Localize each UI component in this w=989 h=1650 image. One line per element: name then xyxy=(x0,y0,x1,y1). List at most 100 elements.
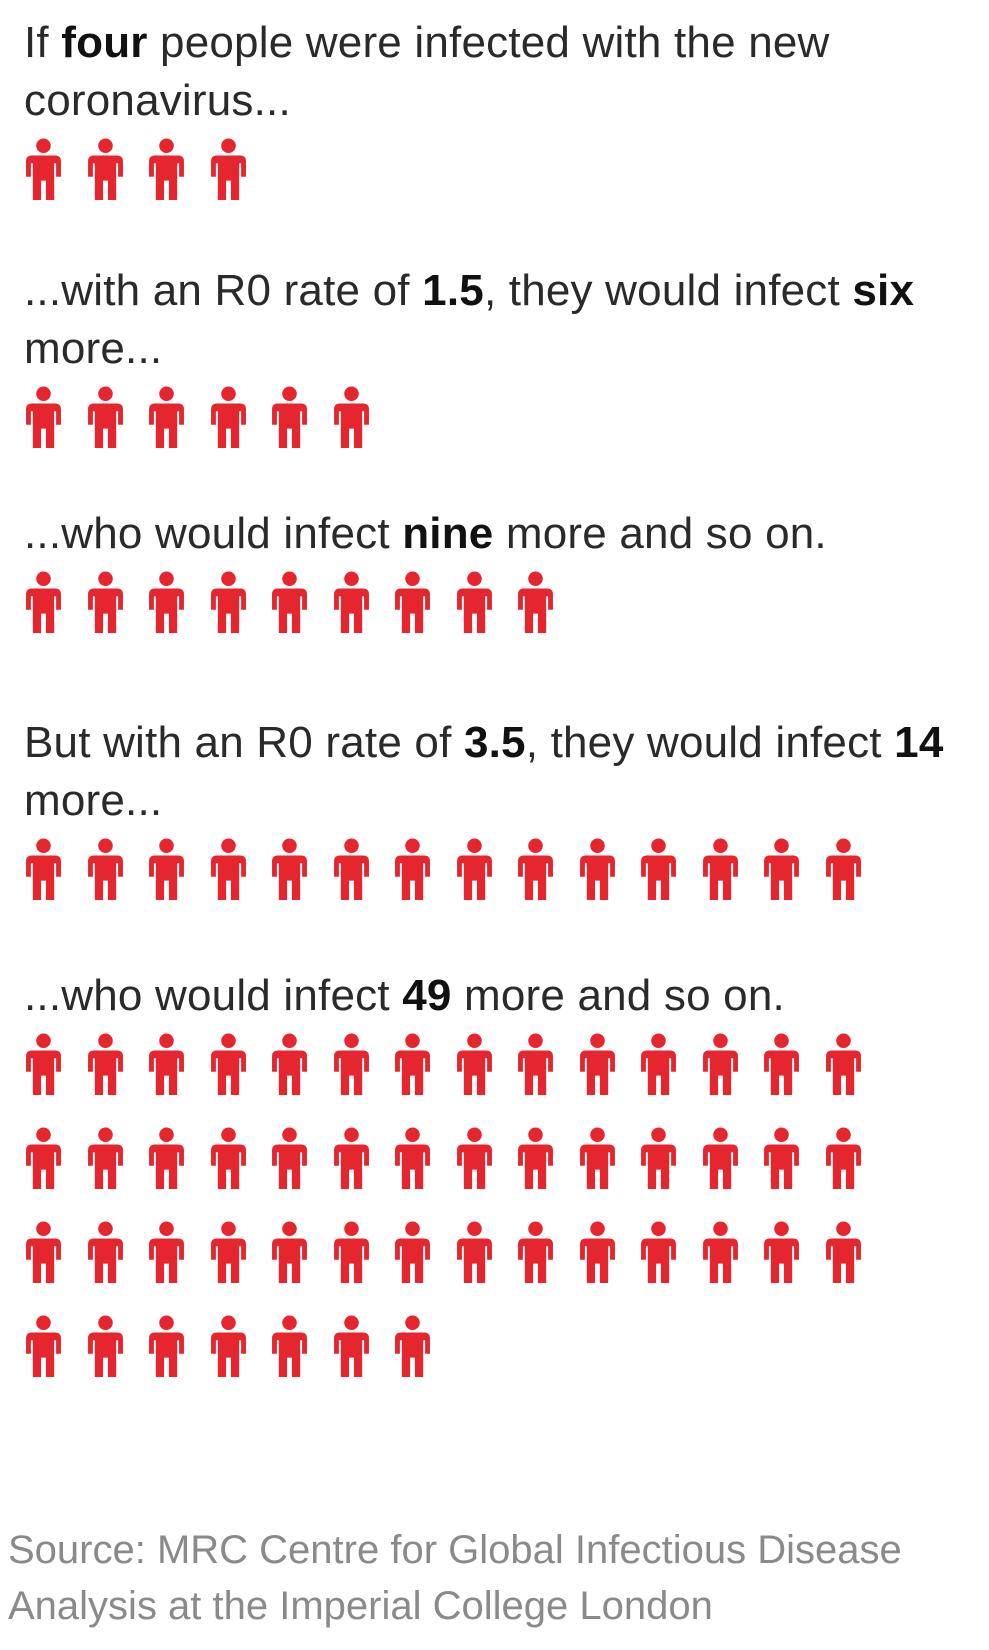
person-icon xyxy=(762,1033,801,1097)
section-initial-infected: If four people were infected with the ne… xyxy=(24,14,969,232)
person-icon xyxy=(86,838,125,902)
person-icon xyxy=(639,1221,678,1285)
person-icon xyxy=(270,386,309,450)
person-icon xyxy=(86,1221,125,1285)
caption-text: ...who would infect xyxy=(24,509,403,558)
caption-emphasis: six xyxy=(852,266,915,315)
icon-row-r0-1-5-second xyxy=(24,571,944,665)
caption-r0-1-5-second: ...who would infect nine more and so on. xyxy=(24,505,969,563)
person-icon xyxy=(455,1033,494,1097)
person-icon xyxy=(824,1033,863,1097)
icon-row-r0-1-5-first xyxy=(24,386,944,480)
source-note: Source: MRC Centre for Global Infectious… xyxy=(8,1528,902,1628)
person-icon xyxy=(578,838,617,902)
person-icon xyxy=(824,838,863,902)
person-icon xyxy=(455,1221,494,1285)
icon-row-r0-3-5-first xyxy=(24,838,944,932)
person-icon xyxy=(147,386,186,450)
person-icon xyxy=(332,386,371,450)
section-r0-3-5-second: ...who would infect 49 more and so on. xyxy=(24,967,969,1409)
person-icon xyxy=(209,138,248,202)
person-icon xyxy=(209,571,248,635)
person-icon xyxy=(393,1315,432,1379)
person-icon xyxy=(24,138,63,202)
caption-emphasis: 14 xyxy=(894,718,944,767)
person-icon xyxy=(24,1033,63,1097)
person-icon xyxy=(393,1221,432,1285)
person-icon xyxy=(86,386,125,450)
person-icon xyxy=(639,1127,678,1191)
icon-row-initial xyxy=(24,138,944,232)
person-icon xyxy=(516,1127,555,1191)
person-icon xyxy=(701,1033,740,1097)
person-icon xyxy=(24,571,63,635)
caption-r0-1-5-first: ...with an R0 rate of 1.5, they would in… xyxy=(24,262,969,378)
person-icon xyxy=(270,571,309,635)
caption-text: more and so on. xyxy=(451,971,785,1020)
person-icon xyxy=(270,838,309,902)
person-icon xyxy=(824,1127,863,1191)
person-icon xyxy=(147,1033,186,1097)
person-icon xyxy=(209,1127,248,1191)
person-icon xyxy=(516,1221,555,1285)
person-icon xyxy=(332,571,371,635)
caption-r0-3-5-first: But with an R0 rate of 3.5, they would i… xyxy=(24,714,969,830)
person-icon xyxy=(455,1127,494,1191)
person-icon xyxy=(455,571,494,635)
caption-text: more and so on. xyxy=(493,509,827,558)
person-icon xyxy=(209,1221,248,1285)
person-icon xyxy=(86,138,125,202)
person-icon xyxy=(86,571,125,635)
caption-text: ...who would infect xyxy=(24,971,403,1020)
person-icon xyxy=(86,1315,125,1379)
person-icon xyxy=(332,1221,371,1285)
person-icon xyxy=(270,1221,309,1285)
person-icon xyxy=(86,1033,125,1097)
person-icon xyxy=(578,1127,617,1191)
person-icon xyxy=(824,1221,863,1285)
person-icon xyxy=(147,1127,186,1191)
caption-text: , they would infect xyxy=(483,266,853,315)
person-icon xyxy=(516,1033,555,1097)
person-icon xyxy=(147,571,186,635)
person-icon xyxy=(24,1127,63,1191)
person-icon xyxy=(639,1033,678,1097)
person-icon xyxy=(24,1221,63,1285)
caption-initial: If four people were infected with the ne… xyxy=(24,14,969,130)
person-icon xyxy=(147,1221,186,1285)
caption-text: If xyxy=(24,18,62,67)
person-icon xyxy=(762,838,801,902)
person-icon xyxy=(270,1315,309,1379)
caption-emphasis: nine xyxy=(402,509,494,558)
person-icon xyxy=(516,838,555,902)
person-icon xyxy=(762,1221,801,1285)
person-icon xyxy=(270,1033,309,1097)
person-icon xyxy=(578,1221,617,1285)
person-icon xyxy=(393,1127,432,1191)
person-icon xyxy=(332,1127,371,1191)
caption-r0-3-5-second: ...who would infect 49 more and so on. xyxy=(24,967,969,1025)
section-r0-1-5-second: ...who would infect nine more and so on. xyxy=(24,505,969,665)
person-icon xyxy=(701,838,740,902)
caption-text: , they would infect xyxy=(525,718,895,767)
person-icon xyxy=(147,138,186,202)
person-icon xyxy=(455,838,494,902)
person-icon xyxy=(270,1127,309,1191)
caption-text: ...with an R0 rate of xyxy=(24,266,423,315)
person-icon xyxy=(209,1315,248,1379)
person-icon xyxy=(393,571,432,635)
person-icon xyxy=(516,571,555,635)
person-icon xyxy=(86,1127,125,1191)
caption-emphasis: 1.5 xyxy=(422,266,484,315)
person-icon xyxy=(147,838,186,902)
caption-text: more... xyxy=(24,776,163,825)
caption-text: people were infected with the new corona… xyxy=(24,18,830,125)
person-icon xyxy=(24,1315,63,1379)
person-icon xyxy=(639,838,678,902)
person-icon xyxy=(701,1221,740,1285)
person-icon xyxy=(209,838,248,902)
person-icon xyxy=(393,838,432,902)
icon-row-r0-3-5-second xyxy=(24,1033,944,1409)
person-icon xyxy=(393,1033,432,1097)
section-r0-3-5-first: But with an R0 rate of 3.5, they would i… xyxy=(24,714,969,932)
